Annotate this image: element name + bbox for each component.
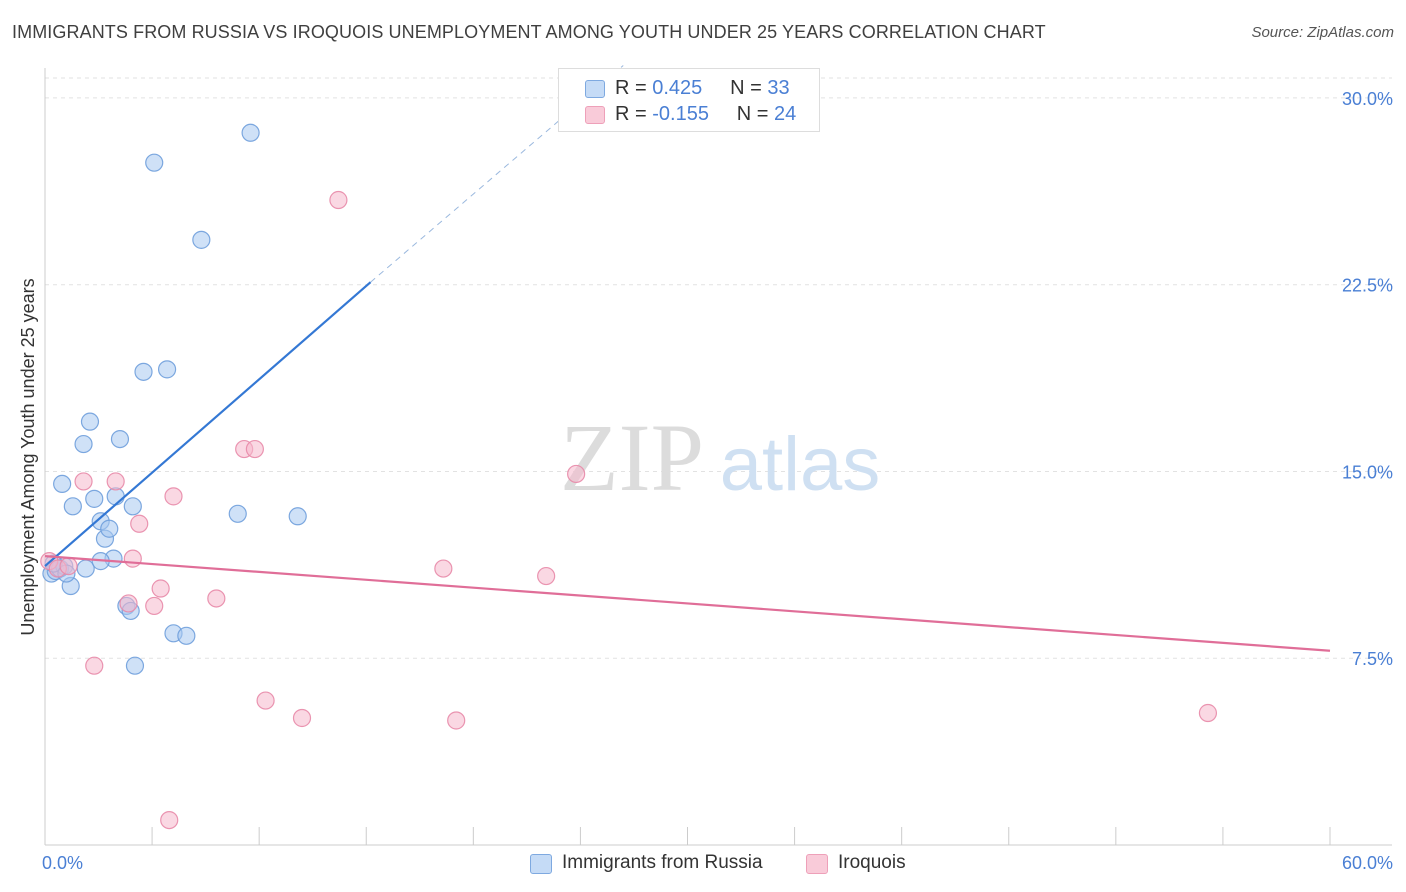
x-tick-label-min: 0.0%	[42, 853, 83, 873]
point-iroquois	[160, 810, 179, 830]
legend-swatch-russia	[585, 80, 605, 98]
y-tick-label: 7.5%	[1352, 649, 1393, 669]
tick-labels: 7.5% 15.0% 22.5% 30.0% 0.0% 60.0%	[42, 89, 1393, 873]
y-axis-label: Unemployment Among Youth under 25 years	[18, 278, 38, 635]
series-legend-label-russia: Immigrants from Russia	[562, 852, 763, 873]
point-iroquois	[245, 439, 264, 459]
axes	[44, 68, 1392, 846]
legend-r-label-russia: R =	[615, 77, 647, 99]
series-legend-swatch-iroquois	[806, 854, 828, 874]
point-iroquois	[151, 579, 170, 598]
point-russia	[85, 489, 104, 508]
point-russia	[110, 429, 130, 449]
chart-title: IMMIGRANTS FROM RUSSIA VS IROQUOIS UNEMP…	[12, 22, 1046, 42]
x-tick-label-max: 60.0%	[1342, 853, 1393, 873]
trend-line-russia	[44, 281, 372, 567]
point-russia	[241, 123, 260, 142]
point-iroquois	[74, 472, 93, 491]
y-tick-label: 30.0%	[1342, 89, 1393, 109]
legend-n-label-russia: N =	[730, 77, 762, 99]
point-iroquois	[292, 708, 312, 728]
series-legend-swatch-russia	[530, 854, 552, 874]
trend-line-iroquois	[44, 555, 1331, 652]
point-iroquois	[567, 464, 586, 484]
point-russia	[76, 559, 95, 578]
legend-swatch-iroquois	[585, 106, 605, 124]
point-iroquois	[434, 559, 453, 578]
point-iroquois	[164, 487, 183, 506]
point-iroquois	[123, 549, 142, 568]
point-iroquois	[256, 691, 275, 710]
watermark-atlas: atlas	[720, 422, 881, 507]
legend-n-value-russia: 33	[767, 77, 790, 99]
point-russia	[288, 507, 307, 526]
chart-source: Source: ZipAtlas.com	[1251, 24, 1394, 41]
point-russia	[63, 497, 82, 516]
point-russia	[228, 504, 247, 523]
series-legend: Immigrants from Russia Iroquois	[0, 852, 1406, 878]
point-russia	[192, 230, 211, 249]
point-iroquois	[85, 656, 104, 675]
legend-r-label-iroquois: R =	[615, 103, 647, 125]
legend-r-value-russia: 0.425	[652, 77, 703, 99]
point-iroquois	[59, 556, 78, 576]
point-russia	[177, 626, 196, 645]
correlation-legend: R = 0.425 N = 33 R = -0.155 N = 24	[558, 68, 820, 132]
legend-n-label-iroquois: N =	[736, 103, 769, 125]
point-iroquois	[329, 190, 348, 210]
legend-text-russia: R = 0.425 N = 33	[615, 77, 790, 100]
legend-text-iroquois: R = -0.155 N = 24	[615, 103, 796, 126]
point-iroquois	[537, 566, 556, 586]
point-iroquois	[130, 514, 149, 533]
y-tick-label: 22.5%	[1342, 276, 1393, 296]
point-iroquois	[207, 589, 226, 608]
point-russia	[80, 412, 100, 431]
point-iroquois	[106, 472, 125, 491]
point-russia	[53, 474, 72, 494]
point-russia	[74, 434, 93, 454]
point-iroquois	[145, 596, 164, 616]
point-iroquois	[1198, 703, 1218, 723]
point-iroquois	[119, 594, 138, 613]
point-russia	[123, 497, 142, 516]
point-russia	[100, 519, 119, 538]
series-legend-label-iroquois: Iroquois	[838, 852, 906, 873]
legend-r-value-iroquois: -0.155	[652, 103, 709, 125]
legend-n-value-iroquois: 24	[774, 103, 797, 125]
point-russia	[125, 656, 145, 675]
y-tick-label: 15.0%	[1342, 462, 1393, 482]
watermark-zip: ZIP	[560, 404, 704, 511]
point-russia	[134, 362, 153, 381]
point-iroquois	[447, 711, 466, 730]
trend-lines	[44, 65, 1331, 652]
point-russia	[157, 360, 177, 379]
point-russia	[145, 153, 164, 172]
